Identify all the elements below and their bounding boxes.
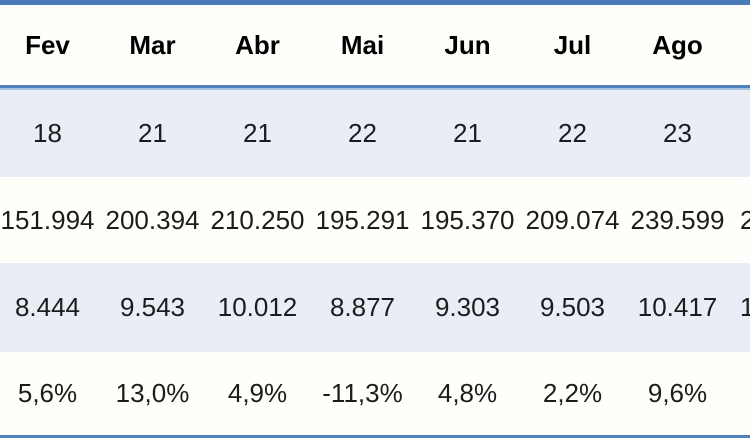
table-cell: 21 (138, 118, 167, 148)
table-cell: 2,2% (542, 378, 603, 408)
table-cell: 151.994 (0, 204, 95, 235)
table-cell: 10.012 (217, 292, 298, 322)
header-cell-jul: Jul (553, 29, 592, 60)
table-cell: 21 (453, 118, 482, 148)
table-cell: 195.291 (315, 204, 410, 235)
table-cell: 195.370 (420, 204, 515, 235)
header-cell-ago: Ago (652, 29, 703, 60)
table-row: 5,6% 13,0% 4,9% -11,3% 4,8% 2,2% 9,6% (0, 352, 750, 435)
table-row: 151.994 200.394 210.250 195.291 195.370 … (0, 177, 750, 263)
table-header-row: Fev Mar Abr Mai Jun Jul Ago (0, 5, 750, 85)
table-cell: 4,9% (227, 378, 288, 408)
table-cell: 9.543 (119, 292, 186, 322)
table-cell: 13,0% (115, 378, 190, 408)
table-cell: 209.074 (525, 204, 620, 235)
table-cell: -11,3% (322, 378, 403, 408)
table-cell-clipped: 1 (740, 292, 750, 322)
table-cell: 18 (33, 118, 62, 148)
table-cell-clipped: 2 (740, 204, 750, 235)
header-cell-jun: Jun (444, 29, 491, 60)
header-divider-rule (0, 85, 750, 90)
header-cell-abr: Abr (235, 29, 280, 60)
header-cell-mai: Mai (340, 29, 385, 60)
table-cell: 8.877 (329, 292, 396, 322)
table-cell: 9,6% (647, 378, 708, 408)
table-cell: 21 (243, 118, 272, 148)
table-cell: 10.417 (637, 292, 718, 322)
table-cell: 4,8% (437, 378, 498, 408)
table-top-border (0, 0, 750, 5)
table-cell: 22 (558, 118, 587, 148)
header-cell-fev: Fev (25, 29, 70, 60)
table-row: 18 21 21 22 21 22 23 (0, 90, 750, 177)
table-cell: 5,6% (17, 378, 78, 408)
table-row: 8.444 9.543 10.012 8.877 9.303 9.503 10.… (0, 263, 750, 352)
table-bottom-border (0, 435, 750, 438)
table-cell: 22 (348, 118, 377, 148)
table-cell: 8.444 (14, 292, 81, 322)
header-cell-mar: Mar (129, 29, 176, 60)
table-cell: 9.503 (539, 292, 606, 322)
table-cell: 200.394 (105, 204, 200, 235)
table-cell: 23 (663, 118, 692, 148)
table-cell: 239.599 (630, 204, 725, 235)
table-cell: 210.250 (210, 204, 305, 235)
table-cell: 9.303 (434, 292, 501, 322)
